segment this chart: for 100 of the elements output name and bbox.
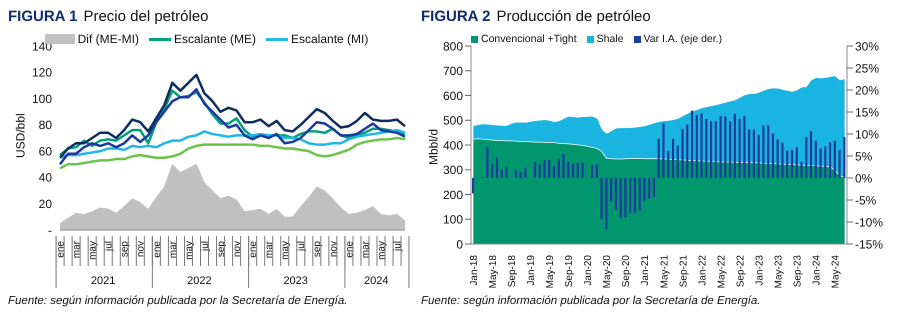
bar (605, 178, 608, 230)
bar (514, 170, 518, 178)
bar (558, 159, 560, 178)
y2-tick-label: -5% (855, 193, 877, 208)
x-tick-label: Sep-20 (621, 254, 632, 288)
x-tick-label: mar (360, 240, 372, 258)
chart-title: FIGURA 1 (8, 8, 78, 25)
y2-tick-label: 5% (855, 149, 873, 164)
y-tick-label: 300 (442, 163, 464, 178)
bar (724, 116, 726, 178)
legend-label: Var I.A. (eje der.) (644, 32, 722, 46)
y-tick-label: 60 (38, 144, 52, 158)
bar (800, 162, 803, 178)
bar (776, 139, 779, 178)
y2-tick-label: 0% (855, 171, 873, 186)
y-tick-label: 20 (38, 196, 52, 211)
bar (719, 116, 722, 178)
y-tick-label: 500 (442, 114, 464, 128)
y2-tick-label: 10% (855, 127, 880, 142)
bar (690, 110, 694, 178)
bar (738, 119, 741, 178)
x-tick-label: Sep-18 (506, 254, 518, 288)
bar (548, 160, 550, 178)
bar (762, 126, 765, 178)
x-tick-label: May-24 (830, 254, 842, 288)
y-tick-label: 120 (32, 66, 52, 80)
y-tick-label: 80 (38, 118, 52, 132)
x-tick-label: mar (264, 240, 276, 258)
bar (620, 178, 622, 218)
x-tick-label: sep (120, 240, 131, 258)
bar (796, 147, 798, 178)
bar (790, 150, 794, 178)
bar (624, 178, 627, 218)
x-tick-label: nov (232, 241, 244, 258)
x-tick-label: Sep-23 (792, 254, 804, 288)
bar (486, 147, 488, 178)
bar (662, 123, 665, 178)
bar (648, 178, 650, 199)
x-tick-label: ene (152, 240, 163, 258)
y-tick-label: 400 (442, 138, 464, 152)
bar (538, 164, 541, 178)
text: 2023 (283, 275, 308, 287)
legend-label: Escalante (ME) (174, 32, 256, 46)
y-tick-label: 100 (442, 212, 464, 227)
bar (567, 162, 570, 178)
x-tick-label: Jan-24 (812, 254, 823, 286)
bar (652, 178, 656, 197)
x-tick-label: ene (344, 240, 356, 258)
x-tick-label: may (376, 241, 388, 260)
chart-subtitle: Precio del petróleo (83, 8, 209, 25)
chart-title: FIGURA 2 (421, 8, 490, 25)
bar (819, 148, 822, 178)
y-tick-label: 40 (38, 170, 52, 185)
bar (634, 178, 636, 213)
bar (786, 150, 788, 178)
x-tick-label: May-20 (602, 254, 614, 288)
bar (772, 134, 774, 178)
bar (805, 137, 808, 178)
x-tick-label: sep (312, 240, 324, 258)
x-tick-label: jul (104, 241, 115, 252)
bar (667, 150, 670, 178)
y-tick-label: 100 (32, 92, 52, 106)
bar (781, 142, 784, 178)
line-series (58, 128, 406, 159)
y2-tick-label: -10% (855, 215, 884, 230)
x-tick-label: Jan-21 (640, 254, 652, 286)
x-tick-label: mar (168, 240, 179, 258)
x-tick-label: ene (248, 240, 260, 258)
bar (543, 160, 546, 178)
bar (520, 172, 522, 178)
x-tick-label: Jan-20 (583, 254, 594, 286)
x-tick-label: may (88, 241, 99, 260)
y2-tick-label: 30% (855, 39, 880, 54)
bar (491, 163, 494, 178)
bar (734, 114, 736, 178)
bar (496, 156, 498, 178)
text: 2024 (364, 275, 389, 287)
legend-label: Dif (ME-MI) (78, 32, 139, 46)
chart-subtitle: Producción de petróleo (496, 8, 651, 25)
bar (610, 178, 612, 202)
bar (629, 178, 632, 213)
y-tick-label: 600 (442, 88, 464, 103)
line-series (58, 136, 406, 170)
bar (500, 170, 503, 178)
bar (681, 129, 684, 178)
x-tick-label: May-18 (488, 254, 499, 288)
x-tick-label: May-21 (659, 254, 670, 288)
y2-tick-label: 25% (855, 61, 880, 76)
x-tick-label: sep (216, 240, 227, 258)
bar (696, 115, 698, 178)
bar (843, 137, 846, 178)
bar (752, 130, 756, 178)
bar (658, 138, 660, 178)
bar (614, 178, 617, 210)
bar (838, 150, 841, 178)
bar (748, 130, 750, 178)
bar (743, 116, 746, 178)
bar (596, 164, 598, 178)
text: 2022 (187, 275, 212, 287)
x-tick-label: Sep-21 (678, 254, 690, 288)
